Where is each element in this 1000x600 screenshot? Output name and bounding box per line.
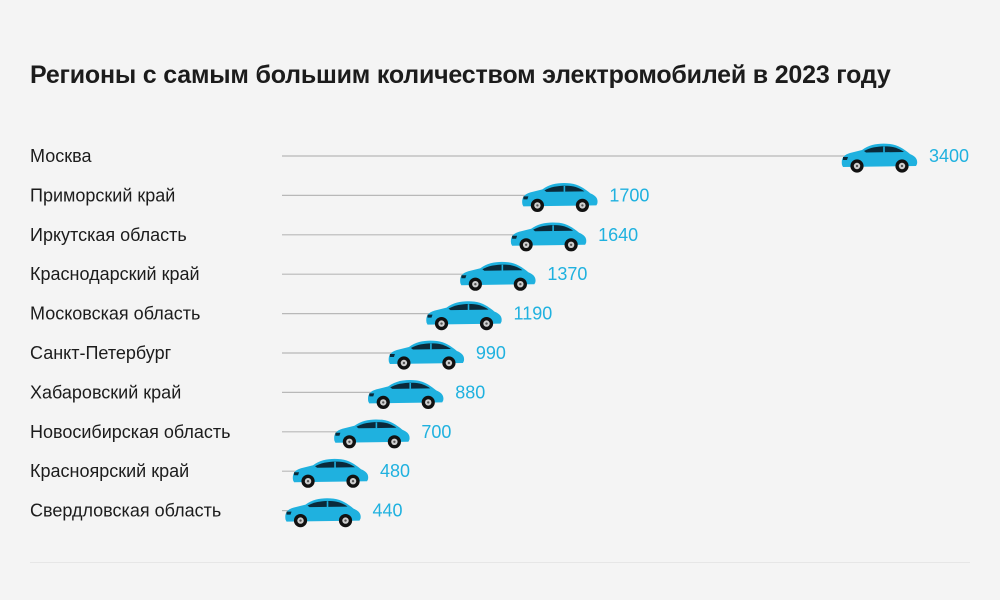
category-label: Свердловская область [30,501,221,521]
car-icon [292,458,369,488]
value-label: 880 [455,382,485,402]
car-icon [522,183,598,212]
value-label: 440 [373,501,403,521]
car-icon [426,301,502,331]
car-icon [334,419,410,449]
chart-row: Московская область 1190 [30,301,553,331]
chart-row: Санкт-Петербург 990 [30,340,506,370]
chart-row: Хабаровский край 880 [30,380,485,409]
category-label: Краснодарский край [30,264,200,284]
car-icon [460,261,536,291]
value-label: 990 [476,343,506,363]
car-icon [367,380,444,409]
bottom-divider [30,562,970,563]
car-icon [285,498,361,528]
category-label: Москва [30,146,92,166]
category-label: Красноярский край [30,461,189,481]
value-label: 700 [421,422,451,442]
category-label: Хабаровский край [30,382,181,402]
chart-title: Регионы с самым большим количеством элек… [30,61,891,89]
car-icon [510,222,587,252]
chart-row: Иркутская область 1640 [30,222,638,252]
category-label: Приморский край [30,185,175,205]
car-icon [388,340,465,370]
value-label: 1640 [598,225,638,245]
category-label: Санкт-Петербург [30,343,172,363]
value-label: 1700 [609,185,649,205]
chart-row: Свердловская область 440 [30,498,403,528]
chart-row: Приморский край 1700 [30,183,649,212]
value-label: 1190 [514,304,553,324]
category-label: Иркутская область [30,225,187,245]
category-label: Новосибирская область [30,422,231,442]
category-label: Московская область [30,304,200,324]
value-label: 480 [380,461,410,481]
chart-row: Красноярский край 480 [30,458,410,488]
chart-row: Москва 3400 [30,143,969,173]
value-label: 1370 [547,264,587,284]
chart-row: Новосибирская область 700 [30,419,451,449]
chart-row: Краснодарский край 1370 [30,261,587,291]
car-icon [841,143,918,173]
value-label: 3400 [929,146,969,166]
